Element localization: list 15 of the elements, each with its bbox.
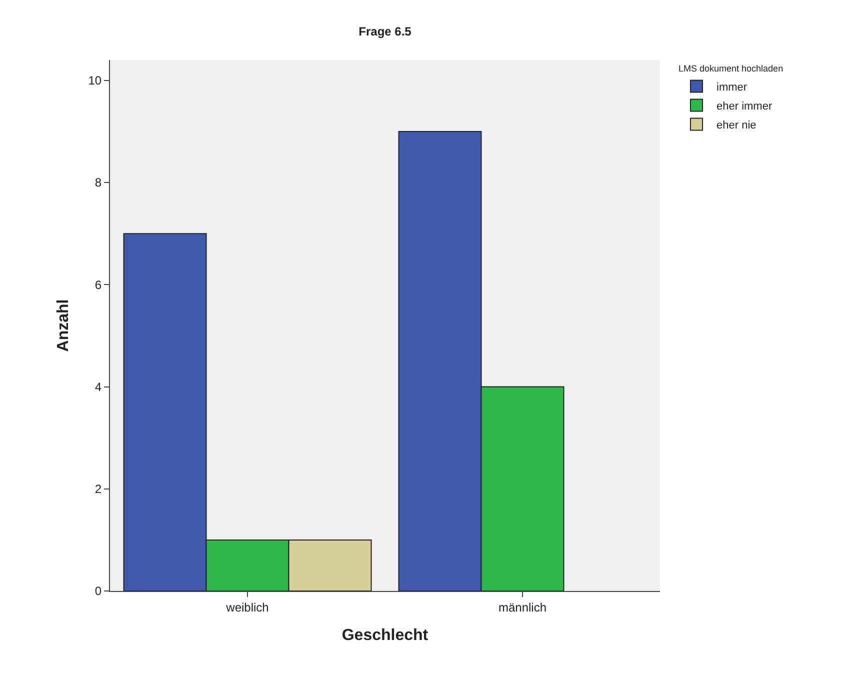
x-tick-label: weiblich (225, 600, 269, 614)
y-tick-label: 4 (94, 380, 102, 394)
y-axis-title: Anzahl (55, 299, 72, 352)
legend-title: LMS dokument hochladen (678, 64, 784, 74)
y-tick-label: 0 (94, 584, 102, 598)
legend-label: eher nie (716, 119, 756, 132)
y-tick-label: 8 (94, 176, 102, 190)
x-axis-title: Geschlecht (342, 627, 429, 644)
chart-title: Frage 6.5 (358, 24, 412, 39)
y-tick-label: 6 (94, 278, 102, 292)
y-tick-label: 2 (94, 482, 102, 496)
y-tick-label: 10 (88, 74, 102, 88)
legend-label: eher immer (716, 100, 772, 112)
legend-label: immer (716, 81, 748, 94)
x-tick-label: männlich (498, 600, 547, 614)
